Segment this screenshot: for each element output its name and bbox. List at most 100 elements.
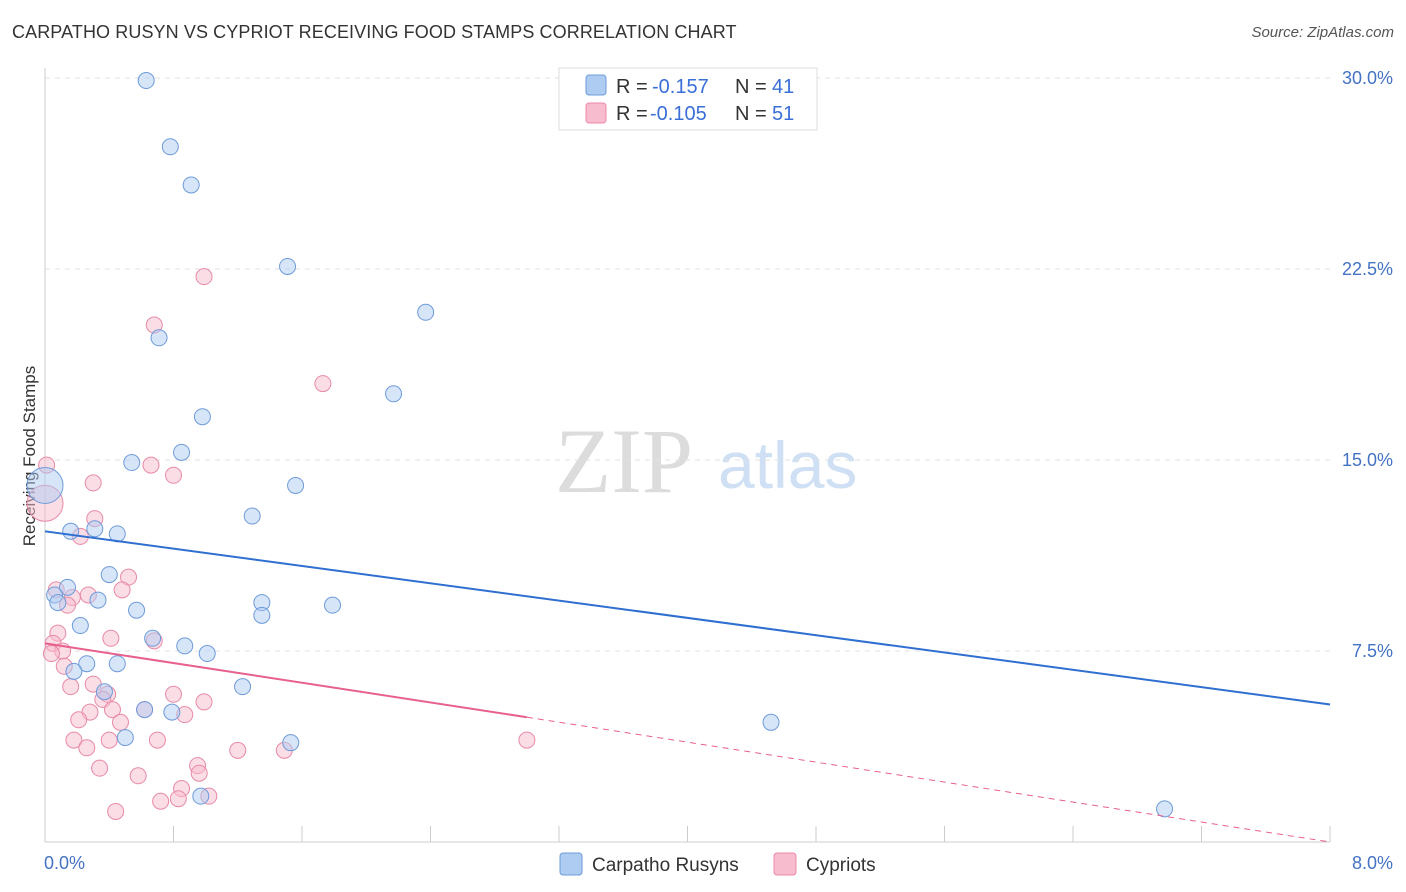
carpatho-rusyns-point xyxy=(385,385,403,403)
carpatho-rusyns-point xyxy=(417,303,435,321)
legend-n-label-pink: N = xyxy=(735,103,767,125)
legend-swatch-pink xyxy=(585,102,607,124)
y-tick-label: 7.5% xyxy=(1352,641,1393,661)
cypriots-point xyxy=(169,790,187,808)
cypriots-point xyxy=(314,375,332,393)
carpatho-rusyns-point xyxy=(128,601,146,619)
cypriots-point xyxy=(70,711,88,729)
legend-r-label-blue: R = xyxy=(616,76,648,98)
legend-swatch-carpatho-rusyns xyxy=(559,852,583,876)
carpatho-rusyns-point xyxy=(26,466,64,504)
chart-title: CARPATHO RUSYN VS CYPRIOT RECEIVING FOOD… xyxy=(12,22,737,42)
cypriots-point xyxy=(518,731,536,749)
cypriots-points xyxy=(26,268,536,820)
carpatho-rusyns-point xyxy=(49,594,67,612)
carpatho-rusyns-point xyxy=(192,787,210,805)
cypriots-trend-extension xyxy=(526,716,1331,843)
cypriots-point xyxy=(165,466,182,484)
cypriots-trend-line xyxy=(44,642,528,719)
cypriots-point xyxy=(78,739,96,757)
y-tick-labels: 7.5% 15.0% 22.5% 30.0% xyxy=(1342,68,1393,661)
x-tick-label-max: 8.0% xyxy=(1352,853,1393,873)
carpatho-rusyns-point xyxy=(71,617,89,635)
cypriots-point xyxy=(190,764,208,782)
carpatho-rusyns-point xyxy=(108,655,126,673)
gridlines xyxy=(45,77,1335,652)
correlation-legend: R = -0.157 N = 41 R = -0.105 N = 51 xyxy=(558,67,818,131)
cypriots-point xyxy=(84,474,102,492)
cypriots-point xyxy=(103,701,121,719)
legend-r-value-blue: -0.157 xyxy=(652,76,709,98)
carpatho-rusyns-point xyxy=(62,522,80,540)
carpatho-rusyns-point xyxy=(100,566,118,584)
legend-n-value-blue: 41 xyxy=(772,76,794,98)
cypriots-point xyxy=(165,685,182,703)
series-legend: Carpatho Rusyns Cypriots xyxy=(559,852,876,876)
carpatho-rusyns-point xyxy=(176,637,194,655)
carpatho-rusyns-point xyxy=(58,578,76,596)
y-tick-label: 15.0% xyxy=(1342,450,1393,470)
carpatho-rusyns-point xyxy=(173,443,191,461)
legend-swatch-cypriots xyxy=(773,852,797,876)
carpatho-rusyns-point xyxy=(78,655,96,673)
carpatho-rusyns-point xyxy=(136,701,154,719)
cypriots-point xyxy=(148,731,166,749)
carpatho-rusyns-point xyxy=(89,591,107,609)
carpatho-rusyns-point xyxy=(234,678,252,696)
carpatho-rusyns-point xyxy=(182,176,200,194)
legend-swatch-blue xyxy=(585,74,607,96)
cypriots-point xyxy=(100,731,118,749)
carpatho-rusyns-point xyxy=(116,729,134,747)
cypriots-point xyxy=(111,713,129,731)
cypriots-point xyxy=(195,693,213,711)
carpatho-rusyns-point xyxy=(86,520,104,538)
legend-label-carpatho-rusyns: Carpatho Rusyns xyxy=(592,855,739,876)
legend-r-value-pink: -0.105 xyxy=(650,103,707,125)
cypriots-point xyxy=(107,802,125,820)
carpatho-rusyns-point xyxy=(279,257,297,275)
trend-lines xyxy=(44,530,1331,843)
cypriots-point xyxy=(62,678,80,696)
cypriots-point xyxy=(42,645,60,663)
legend-n-label-blue: N = xyxy=(735,76,767,98)
carpatho-rusyns-point xyxy=(243,507,261,525)
cypriots-point xyxy=(195,268,213,286)
carpatho-rusyns-point xyxy=(65,662,83,680)
carpatho-rusyns-point xyxy=(253,606,271,624)
carpatho-rusyns-point xyxy=(198,645,216,663)
watermark-zip: ZIP xyxy=(555,410,693,512)
carpatho-rusyns-point xyxy=(287,476,305,494)
cypriots-point xyxy=(142,456,160,474)
carpatho-rusyns-point xyxy=(144,629,162,647)
x-tick-label-min: 0.0% xyxy=(44,853,85,873)
carpatho-rusyns-point xyxy=(150,329,168,347)
cypriots-point xyxy=(229,741,247,759)
cypriots-point xyxy=(152,792,170,810)
carpatho-rusyns-point xyxy=(123,454,141,472)
legend-label-cypriots: Cypriots xyxy=(806,855,876,876)
cypriots-point xyxy=(91,759,109,777)
y-tick-label: 22.5% xyxy=(1342,259,1393,279)
carpatho-rusyns-point xyxy=(282,734,300,752)
carpatho-rusyns-point xyxy=(95,683,113,701)
carpatho-rusyns-point xyxy=(163,703,181,721)
y-tick-label: 30.0% xyxy=(1342,68,1393,88)
cypriots-point xyxy=(129,767,147,785)
carpatho-rusyns-point xyxy=(137,72,155,90)
cypriots-point xyxy=(65,731,83,749)
carpatho-rusyns-point xyxy=(762,713,780,731)
carpatho-rusyns-point xyxy=(161,138,179,156)
legend-n-value-pink: 51 xyxy=(772,103,794,125)
carpatho-rusyns-trend-line xyxy=(44,530,1331,706)
carpatho-rusyns-point xyxy=(1156,800,1174,818)
watermark-atlas: atlas xyxy=(718,428,857,502)
carpatho-rusyns-points xyxy=(26,72,1174,818)
cypriots-point xyxy=(102,629,120,647)
cypriots-point xyxy=(113,581,131,599)
legend-r-label-pink: R = xyxy=(616,103,648,125)
carpatho-rusyns-point xyxy=(193,408,211,426)
source-note: Source: ZipAtlas.com xyxy=(1251,24,1394,41)
carpatho-rusyns-point xyxy=(324,596,342,614)
watermark: ZIP atlas xyxy=(555,410,857,512)
